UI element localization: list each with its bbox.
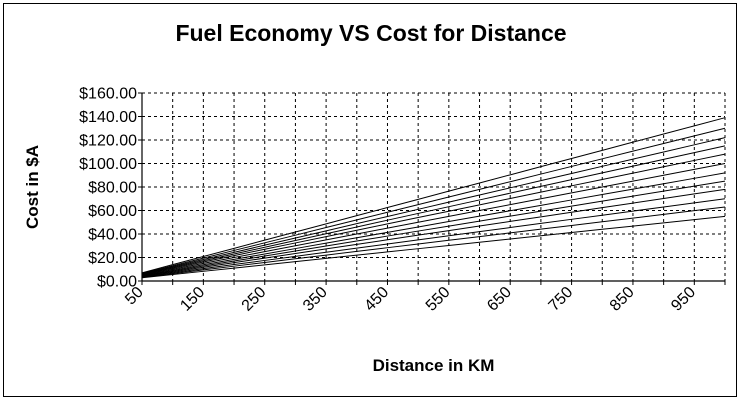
series-line-9 [141, 145, 726, 275]
series-line-4 [141, 188, 726, 277]
chart-title: Fuel Economy VS Cost for Distance [175, 20, 567, 46]
series-line-11 [141, 127, 726, 274]
x-tick-label: 350 [300, 284, 331, 315]
x-tick-label: 850 [607, 284, 638, 315]
series-line-6 [141, 172, 726, 277]
x-tick-label: 650 [484, 284, 515, 315]
grid-layer [142, 92, 726, 281]
series-line-5 [141, 180, 726, 277]
y-tick-label: $80.00 [88, 180, 137, 197]
y-tick-label: $20.00 [88, 250, 137, 267]
axis-layer [138, 92, 726, 285]
x-tick-label: 550 [423, 284, 454, 315]
x-tick-label: 450 [361, 284, 392, 315]
series-line-12 [141, 117, 726, 274]
x-tick-label: 750 [546, 284, 577, 315]
y-tick-label: $120.00 [79, 133, 137, 150]
chart-frame [3, 3, 737, 397]
series-line-8 [141, 153, 726, 276]
x-tick-label: 250 [239, 284, 270, 315]
y-tick-label: $140.00 [79, 109, 137, 126]
x-tick-labels: 50 150 250 350 450 550 650 750 850 950 [122, 284, 699, 315]
series-line-1 [141, 215, 726, 279]
y-tick-label: $60.00 [88, 203, 137, 220]
x-axis-title: Distance in KM [372, 356, 495, 375]
y-tick-label: $160.00 [79, 86, 137, 103]
y-tick-label: $40.00 [88, 227, 137, 244]
series-line-10 [141, 137, 726, 275]
series-layer [141, 117, 726, 279]
y-tick-labels: $0.00 $20.00 $40.00 $60.00 $80.00 $100.00 $120… [79, 86, 137, 291]
y-tick-label: $100.00 [79, 156, 137, 173]
series-line-2 [141, 206, 726, 278]
series-line-7 [141, 163, 726, 276]
x-tick-label: 950 [668, 284, 699, 315]
x-tick-label: 150 [177, 284, 208, 315]
y-tick-label: $0.00 [97, 274, 137, 291]
series-line-3 [141, 198, 726, 278]
